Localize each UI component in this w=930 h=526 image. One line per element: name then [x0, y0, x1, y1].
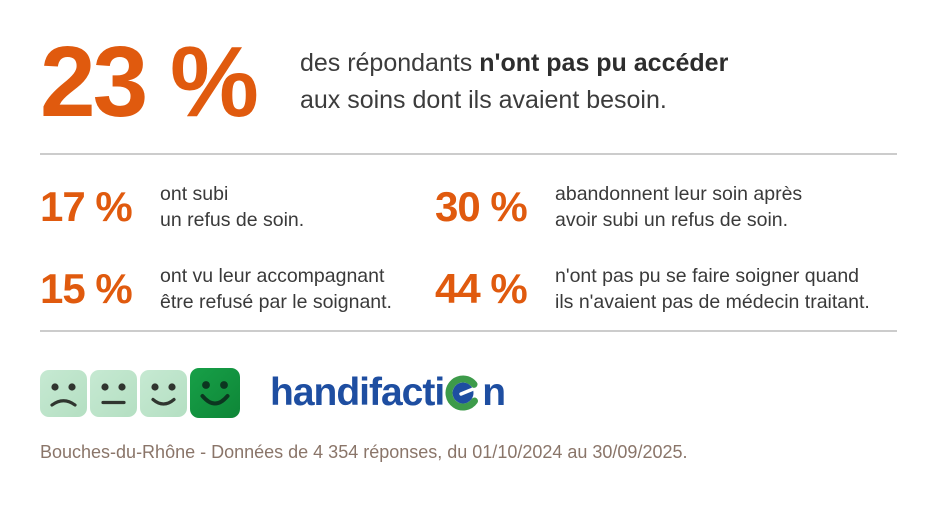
stat-percentage: 15 % [40, 265, 133, 312]
stat-abandon-soin: 30 % abandonnent leur soin après avoir s… [435, 181, 897, 233]
stat-description: ont subi un refus de soin. [160, 181, 304, 233]
stat-description: ont vu leur accompagnant être refusé par… [160, 263, 392, 315]
divider-top [40, 153, 897, 155]
hero-section: 23 % des répondants n'ont pas pu accéder… [40, 26, 897, 138]
hero-description: des répondants n'ont pas pu accéder aux … [300, 45, 728, 119]
infographic: 23 % des répondants n'ont pas pu accéder… [0, 26, 930, 463]
data-source-caption: Bouches-du-Rhône - Données de 4 354 répo… [40, 442, 688, 462]
neutral-face-icon [90, 369, 137, 417]
stat-line-1: ont subi [160, 183, 229, 205]
stat-accompagnant-refuse: 15 % ont vu leur accompagnant être refus… [40, 263, 435, 315]
stat-line-2: être refusé par le soignant. [160, 291, 392, 313]
sad-face-icon [40, 369, 87, 417]
hero-line-1: des répondants n'ont pas pu accéder [300, 45, 728, 82]
wordmark-text-pre: handifacti [270, 371, 445, 414]
handifaction-logo: handifacti n [40, 364, 897, 422]
happy-face-icon [190, 368, 240, 418]
stat-description: abandonnent leur soin après avoir subi u… [555, 181, 802, 233]
stat-percentage: 44 % [435, 265, 528, 312]
handifaction-wordmark: handifacti n [270, 371, 506, 415]
hero-percentage: 23 % [40, 26, 259, 138]
stat-line-2: avoir subi un refus de soin. [555, 209, 789, 231]
hero-line-2: aux soins dont ils avaient besoin. [299, 86, 667, 114]
hero-line1-normal: des répondants [299, 49, 480, 77]
stat-line-1: ont vu leur accompagnant [160, 265, 385, 287]
stat-percentage: 30 % [435, 183, 528, 230]
stat-percentage: 17 % [40, 183, 133, 230]
stat-line-1: abandonnent leur soin après [555, 183, 803, 205]
stat-sans-medecin-traitant: 44 % n'ont pas pu se faire soigner quand… [435, 263, 897, 315]
wordmark-text-post: n [482, 371, 506, 414]
gauge-icon [445, 375, 481, 411]
smile-face-icon [140, 369, 187, 417]
mood-tiles [40, 368, 240, 418]
stat-line-2: un refus de soin. [160, 209, 305, 231]
divider-bottom [40, 330, 897, 332]
stat-line-2: ils n'avaient pas de médecin traitant. [555, 291, 870, 313]
stat-description: n'ont pas pu se faire soigner quand ils … [555, 263, 870, 315]
hero-line1-bold: n'ont pas pu accéder [479, 49, 729, 77]
stat-line-1: n'ont pas pu se faire soigner quand [555, 265, 860, 287]
stat-refus-de-soin: 17 % ont subi un refus de soin. [40, 181, 435, 233]
stats-grid: 17 % ont subi un refus de soin. 30 % aba… [40, 181, 897, 315]
